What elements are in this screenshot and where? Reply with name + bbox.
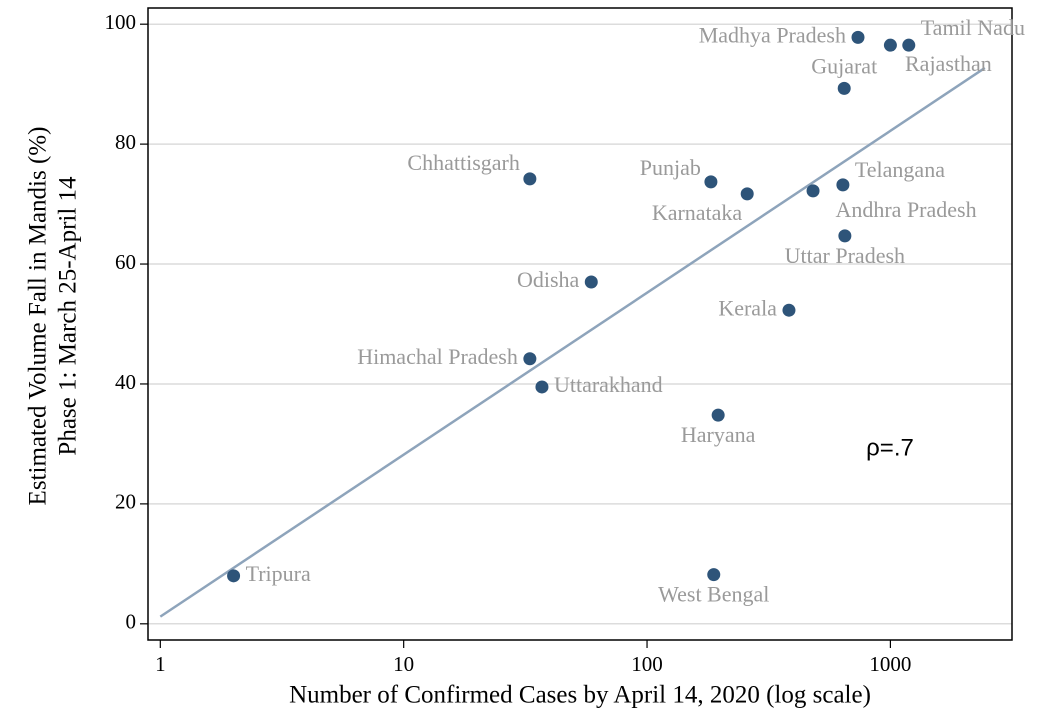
point	[838, 229, 852, 243]
annotation: ρ=.7	[866, 434, 914, 461]
point-label: Uttarakhand	[554, 372, 663, 397]
y-tick-label: 100	[105, 10, 137, 34]
point	[782, 303, 796, 317]
x-axis-title: Number of Confirmed Cases by April 14, 2…	[289, 682, 871, 709]
point-label: Haryana	[681, 422, 756, 447]
point	[740, 187, 754, 201]
fit-line	[159, 66, 986, 618]
point-label: Madhya Pradesh	[699, 22, 846, 47]
point-label: Tripura	[246, 561, 311, 586]
point-label: Odisha	[517, 267, 580, 292]
point-label: Telangana	[855, 157, 945, 182]
point	[707, 568, 721, 582]
point-label: Himachal Pradesh	[357, 344, 518, 369]
y-axis-title: Estimated Volume Fall in Mandis (%)	[25, 127, 52, 506]
point	[535, 380, 549, 394]
point-label: Rajasthan	[905, 51, 992, 76]
x-tick-label: 100	[631, 652, 663, 676]
plot-frame	[147, 7, 1013, 641]
point	[523, 352, 537, 366]
point-label: Chhattisgarh	[407, 150, 519, 175]
y-tick-label: 20	[115, 490, 136, 514]
point-label: Gujarat	[811, 53, 877, 78]
point-label: Andhra Pradesh	[835, 197, 976, 222]
point	[836, 178, 850, 192]
point-label: Tamil Nadu	[921, 15, 1025, 40]
point	[711, 408, 725, 422]
y-axis-title: Phase 1: March 25-April 14	[55, 176, 82, 456]
x-tick-label: 1	[155, 652, 166, 676]
point-label: Karnataka	[652, 200, 743, 225]
y-tick-label: 40	[115, 370, 136, 394]
point	[704, 175, 718, 189]
y-tick-label: 0	[126, 610, 137, 634]
point-label: West Bengal	[658, 582, 769, 607]
point	[851, 30, 865, 44]
point	[883, 38, 897, 52]
point	[523, 172, 537, 186]
x-tick-label: 10	[393, 652, 414, 676]
point	[837, 81, 851, 95]
point	[806, 184, 820, 198]
y-tick-label: 60	[115, 250, 136, 274]
point	[902, 38, 916, 52]
point	[584, 275, 598, 289]
point-label: Punjab	[640, 155, 701, 180]
x-tick-label: 1000	[869, 652, 911, 676]
y-tick-label: 80	[115, 130, 136, 154]
point-label: Kerala	[718, 295, 777, 320]
point-label: Uttar Pradesh	[785, 243, 905, 268]
point	[227, 569, 241, 583]
